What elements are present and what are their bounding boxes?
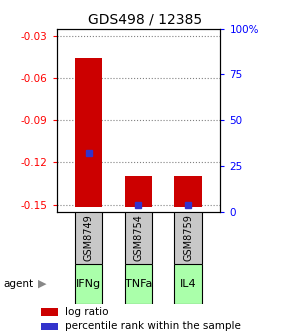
Bar	[175, 264, 202, 304]
Bar	[41, 308, 58, 316]
Bar	[75, 58, 102, 207]
Text: IFNg: IFNg	[76, 279, 102, 289]
Text: IL4: IL4	[180, 279, 196, 289]
Text: GSM8754: GSM8754	[133, 214, 144, 261]
Text: percentile rank within the sample: percentile rank within the sample	[65, 321, 241, 331]
Bar	[125, 264, 152, 304]
Bar	[75, 212, 102, 264]
Text: TNFa: TNFa	[125, 279, 152, 289]
Text: ▶: ▶	[38, 279, 46, 289]
Text: agent: agent	[3, 279, 33, 289]
Bar	[175, 212, 202, 264]
Bar	[175, 176, 202, 207]
Text: GSM8749: GSM8749	[84, 214, 94, 261]
Bar	[125, 212, 152, 264]
Text: GSM8759: GSM8759	[183, 214, 193, 261]
Text: GDS498 / 12385: GDS498 / 12385	[88, 12, 202, 27]
Bar	[75, 264, 102, 304]
Bar	[41, 323, 58, 330]
Text: log ratio: log ratio	[65, 307, 108, 317]
Bar	[125, 176, 152, 207]
